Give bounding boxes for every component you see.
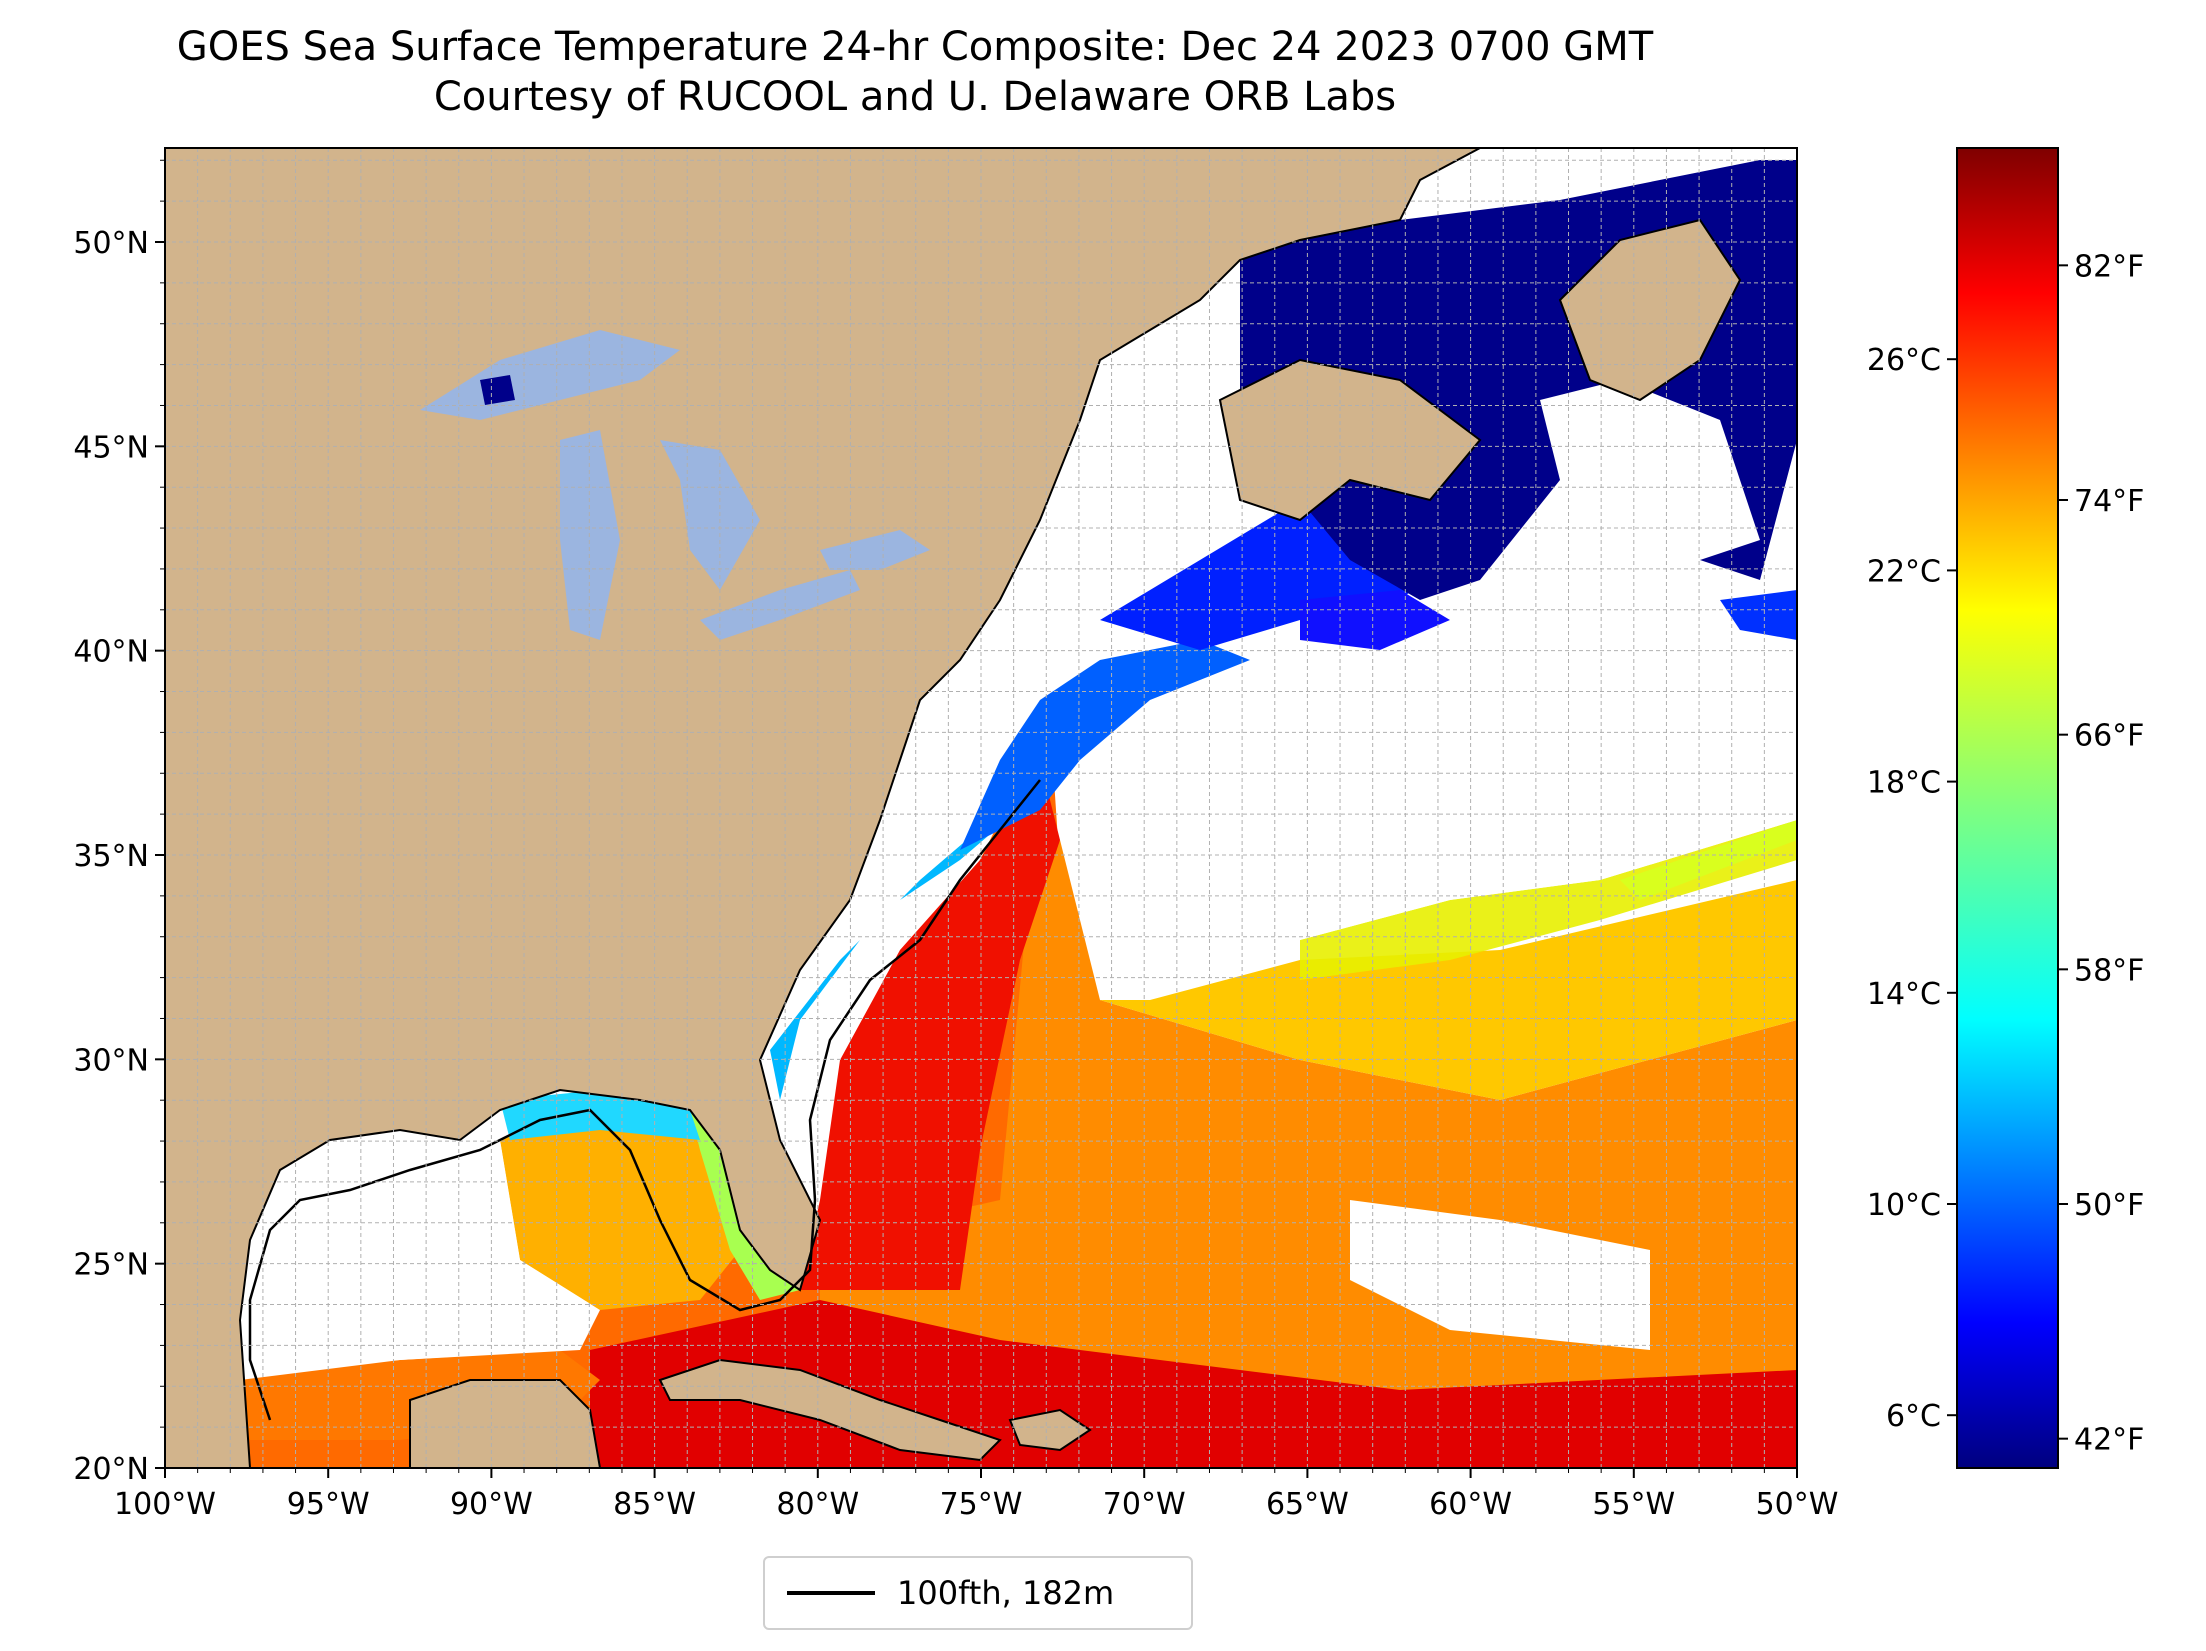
lat-tick-label: 40°N [73, 635, 149, 670]
colorbar-c-label: 22°C [1867, 554, 1941, 589]
title-line-2: Courtesy of RUCOOL and U. Delaware ORB L… [433, 74, 1397, 120]
lat-tick-label: 35°N [73, 839, 149, 874]
colorbar-c-label: 6°C [1886, 1399, 1941, 1434]
lon-tick-label: 100°W [114, 1487, 216, 1522]
lon-tick-label: 85°W [613, 1487, 696, 1522]
colorbar-c-label: 26°C [1867, 343, 1941, 378]
sst-north-patch [1620, 820, 1797, 900]
legend-line-swatch [787, 1591, 875, 1595]
land-cuba [658, 1358, 1002, 1462]
lon-tick-label: 75°W [940, 1487, 1023, 1522]
sst-gulf-white [250, 1140, 600, 1370]
graticule [165, 148, 1797, 1468]
chart-title: GOES Sea Surface Temperature 24-hr Compo… [0, 22, 1830, 122]
lake-huron [660, 440, 760, 590]
sst-nova-scotia-blue [1300, 590, 1450, 650]
lat-tick-label: 30°N [73, 1043, 149, 1078]
colorbar-c-label: 18°C [1867, 766, 1941, 801]
sst-florida-shelf [690, 1110, 800, 1300]
cloud-area-east [1350, 1200, 1650, 1350]
sst-gulfstream-red [800, 760, 1060, 1290]
colorbar-f-label: 58°F [2074, 953, 2144, 988]
colorbar-f-label: 74°F [2074, 484, 2144, 519]
title-line-1: GOES Sea Surface Temperature 24-hr Compo… [176, 24, 1654, 70]
land-yucatan [409, 1379, 602, 1468]
lon-tick-label: 50°W [1756, 1487, 1839, 1522]
colorbar-f-label: 50°F [2074, 1188, 2144, 1223]
lake-michigan [560, 430, 620, 640]
colorbar-f-label: 42°F [2074, 1423, 2144, 1458]
legend-label: 100fth, 182m [897, 1574, 1115, 1612]
sst-midocean-yellowgreen [1300, 820, 1797, 980]
lat-tick-label: 25°N [73, 1248, 149, 1283]
legend: 100fth, 182m [763, 1556, 1193, 1630]
colorbar-fahrenheit-axis: 42°F 50°F 58°F 66°F 74°F 82°F [2058, 249, 2144, 1458]
colorbar-f-label: 66°F [2074, 719, 2144, 754]
land-hispaniola [1008, 1408, 1092, 1452]
lat-tick-label: 45°N [73, 430, 149, 465]
lake-erie [700, 570, 860, 640]
latitude-axis: 20°N 25°N 30°N 35°N 40°N 45°N 50°N [73, 159, 165, 1487]
colorbar-c-label: 10°C [1867, 1188, 1941, 1223]
land-nova-scotia [1218, 358, 1482, 522]
lon-tick-label: 80°W [776, 1487, 859, 1522]
colorbar-celsius-axis: 6°C 10°C 14°C 18°C 22°C 26°C [1867, 343, 1957, 1434]
land-newfoundland [1558, 218, 1742, 402]
map-area [165, 148, 1797, 1468]
lon-tick-label: 65°W [1266, 1487, 1349, 1522]
colorbar-c-label: 14°C [1867, 977, 1941, 1012]
lon-tick-label: 90°W [450, 1487, 533, 1522]
sst-northeast-patch [1720, 590, 1797, 640]
lat-tick-label: 50°N [73, 226, 149, 261]
lake-superior-cold [480, 375, 515, 405]
longitude-axis: 100°W 95°W 90°W 85°W 80°W 75°W 70°W 65°W 60°W 55°… [114, 1468, 1838, 1522]
sst-midatlantic-blue [960, 640, 1250, 850]
lon-tick-label: 95°W [287, 1487, 370, 1522]
cloud-area-mid [1100, 600, 1797, 960]
sst-newfoundland-cloud [1540, 380, 1760, 560]
lon-tick-label: 60°W [1429, 1487, 1512, 1522]
colorbar-f-label: 82°F [2074, 249, 2144, 284]
lon-tick-label: 70°W [1103, 1487, 1186, 1522]
lake-ontario [820, 530, 930, 570]
colorbar [1956, 147, 2059, 1469]
sst-sargasso-yellow [1100, 880, 1797, 1100]
lat-tick-label: 20°N [73, 1452, 149, 1487]
lon-tick-label: 55°W [1592, 1487, 1675, 1522]
contour-100fth [248, 779, 1041, 1421]
